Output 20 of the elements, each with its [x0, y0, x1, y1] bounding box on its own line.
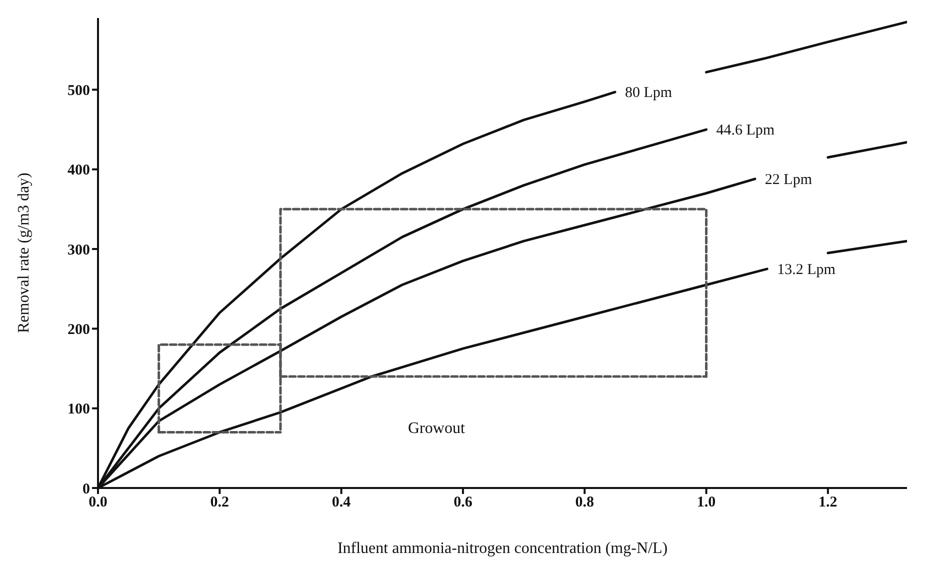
y-tick-label: 200: [68, 322, 90, 338]
x-tick-label: 1.2: [818, 494, 838, 511]
x-tick-label: 0.0: [88, 494, 108, 511]
y-tick-label: 500: [68, 83, 90, 100]
x-tick-label: 0.6: [454, 494, 473, 511]
x-axis-title: Influent ammonia-nitrogen concentration (mg-N/L): [337, 540, 668, 557]
y-tick-label: 0: [82, 481, 90, 498]
series-label: 80 Lpm: [625, 85, 672, 102]
y-tick-label: 300: [68, 242, 90, 258]
annotation: Growout: [408, 420, 465, 438]
y-tick-label: 100: [68, 402, 90, 418]
x-tick-label: 0.2: [210, 494, 230, 511]
series-label: 13.2 Lpm: [777, 262, 836, 278]
x-tick-label: 0.4: [332, 494, 352, 511]
y-axis-title: Removal rate (g/m3 day): [16, 172, 33, 333]
y-tick-label: 400: [68, 162, 90, 179]
series-label: 22 Lpm: [764, 172, 812, 188]
series-label: 44.6 Lpm: [716, 122, 775, 139]
x-tick-label: 1.0: [696, 494, 716, 511]
x-tick-label: 0.8: [575, 494, 594, 511]
